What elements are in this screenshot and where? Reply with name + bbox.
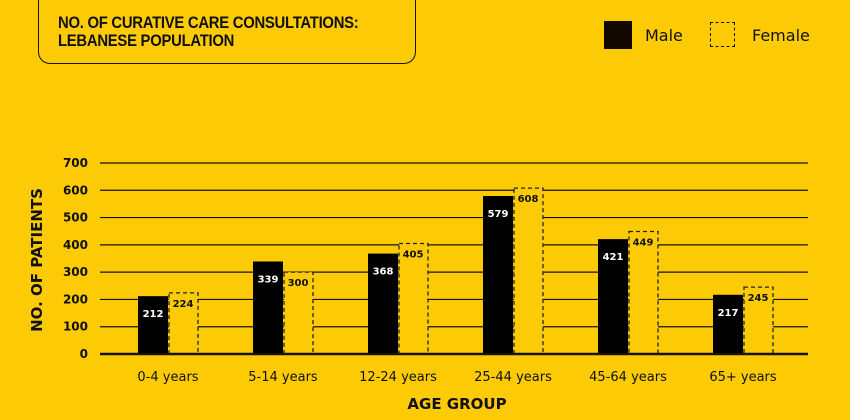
- bar-male: [713, 294, 743, 354]
- y-tick-label: 700: [63, 156, 88, 170]
- data-label-male: 339: [258, 275, 279, 286]
- x-tick-label: 65+ years: [709, 370, 777, 385]
- y-tick-label: 200: [63, 292, 88, 306]
- legend-label-female: Female: [752, 26, 810, 45]
- bar-female: [168, 292, 199, 355]
- data-label-male: 579: [488, 209, 509, 220]
- bar-female: [628, 230, 659, 355]
- legend-label-male: Male: [645, 26, 683, 45]
- legend-swatch-female: [710, 22, 735, 47]
- data-label-male: 212: [143, 309, 164, 320]
- x-tick-label: 45-64 years: [589, 370, 667, 385]
- data-label-male: 421: [603, 252, 624, 263]
- bar-female: [743, 286, 774, 355]
- x-tick-label: 5-14 years: [248, 370, 318, 385]
- bar-female: [513, 187, 544, 355]
- y-tick-label: 300: [63, 265, 88, 279]
- bar-male: [138, 296, 168, 354]
- bar-female: [398, 242, 429, 355]
- data-label-male: 368: [373, 267, 394, 278]
- y-tick-label: 400: [63, 238, 88, 252]
- data-label-female: 245: [748, 293, 769, 304]
- y-tick-label: 500: [63, 211, 88, 225]
- x-axis-title: AGE GROUP: [407, 395, 506, 413]
- data-label-female: 300: [288, 278, 309, 289]
- x-tick-label: 0-4 years: [137, 370, 198, 385]
- title-line-1: NO. OF CURATIVE CARE CONSULTATIONS:: [58, 14, 359, 32]
- data-label-female: 224: [173, 299, 194, 310]
- bar-male: [598, 239, 628, 354]
- title-box: [38, 0, 416, 64]
- y-tick-label: 0: [80, 347, 88, 361]
- data-label-female: 608: [518, 194, 539, 205]
- legend-swatch-male: [604, 21, 632, 49]
- y-tick-label: 100: [63, 320, 88, 334]
- y-tick-label: 600: [63, 183, 88, 197]
- title-line-2: LEBANESE POPULATION: [58, 32, 235, 50]
- bar-male: [368, 253, 398, 354]
- x-tick-label: 12-24 years: [359, 370, 437, 385]
- x-tick-label: 25-44 years: [474, 370, 552, 385]
- bar-male: [483, 196, 513, 354]
- bar-male: [253, 261, 283, 354]
- chart-title: NO. OF CURATIVE CARE CONSULTATIONS: LEBA…: [58, 14, 359, 50]
- data-label-male: 217: [718, 308, 739, 319]
- data-label-female: 405: [403, 249, 424, 260]
- y-axis-title: NO. OF PATIENTS: [28, 188, 46, 332]
- bar-female: [283, 271, 314, 355]
- data-label-female: 449: [633, 237, 654, 248]
